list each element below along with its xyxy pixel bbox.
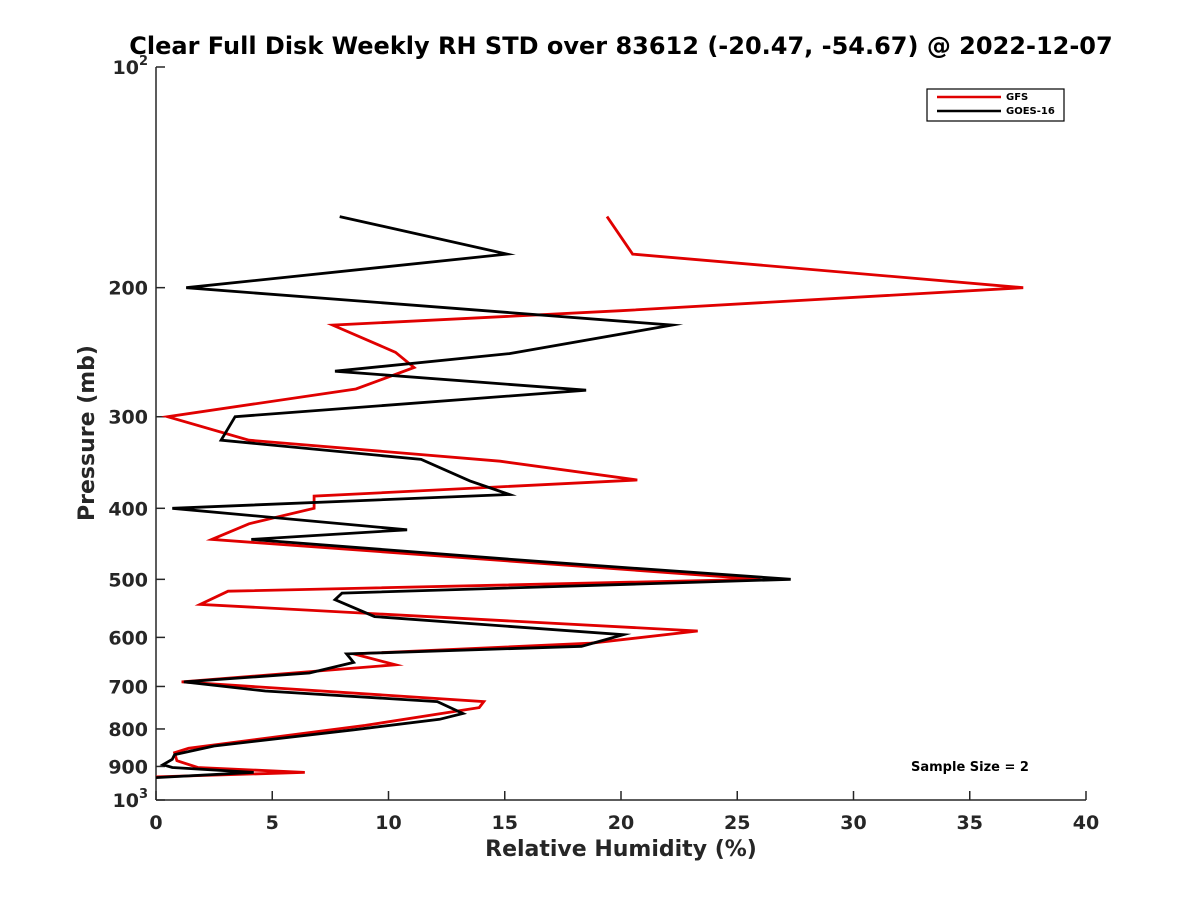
x-tick-label-0: 0 — [149, 812, 162, 834]
x-axis-ticks: 0 5 10 15 20 25 30 35 40 — [149, 791, 1099, 834]
y-tick-label-7: 800 — [108, 719, 148, 741]
x-axis-label: Relative Humidity (%) — [485, 837, 757, 862]
x-tick-label-6: 30 — [840, 812, 866, 834]
sample-size-annotation: Sample Size = 2 — [911, 760, 1029, 775]
x-tick-label-3: 15 — [492, 812, 518, 834]
x-tick-label-4: 20 — [608, 812, 634, 834]
y-tick-label-6: 700 — [108, 676, 148, 698]
y-tick-label-exp-0: 2 — [139, 54, 148, 69]
plot-area — [156, 67, 1086, 800]
x-tick-label-1: 5 — [266, 812, 279, 834]
x-tick-label-5: 25 — [724, 812, 750, 834]
y-tick-label-2: 300 — [108, 407, 148, 429]
chart-title: Clear Full Disk Weekly RH STD over 83612… — [129, 32, 1112, 60]
y-tick-label-4: 500 — [108, 569, 148, 591]
y-axis-label: Pressure (mb) — [75, 345, 100, 521]
x-tick-label-2: 10 — [375, 812, 401, 834]
y-tick-label-exp-9: 3 — [139, 787, 148, 802]
x-tick-label-8: 40 — [1073, 812, 1099, 834]
legend-label-gfs: GFS — [1006, 92, 1028, 103]
legend: GFS GOES-16 — [926, 88, 1065, 122]
legend-label-goes16: GOES-16 — [1006, 106, 1055, 117]
y-tick-label-9: 103 — [113, 787, 149, 812]
y-tick-label-3: 400 — [108, 498, 148, 520]
y-tick-label-base-9: 10 — [113, 790, 139, 812]
x-tick-label-7: 35 — [957, 812, 983, 834]
legend-box — [926, 88, 1065, 122]
series-line-goes16 — [155, 215, 791, 779]
y-tick-label-8: 900 — [108, 756, 148, 778]
y-tick-label-base-0: 10 — [113, 57, 139, 79]
series-lines — [155, 215, 1024, 779]
plot-background — [156, 67, 1086, 800]
y-tick-label-5: 600 — [108, 627, 148, 649]
y-tick-label-0: 102 — [113, 54, 149, 79]
y-tick-label-1: 200 — [108, 278, 148, 300]
